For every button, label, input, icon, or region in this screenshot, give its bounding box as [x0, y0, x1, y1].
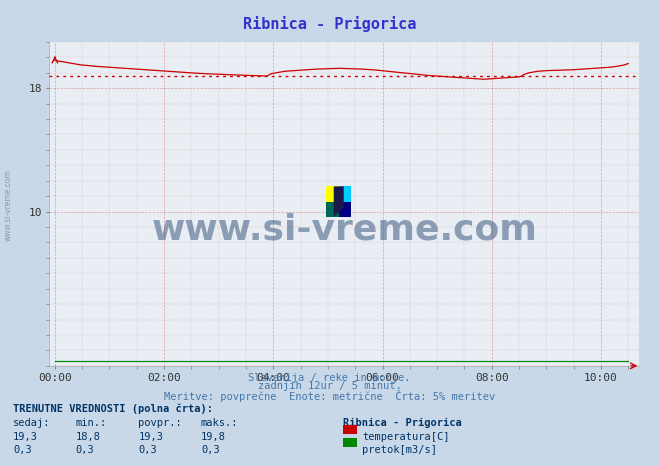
- Text: sedaj:: sedaj:: [13, 418, 51, 428]
- Text: pretok[m3/s]: pretok[m3/s]: [362, 445, 438, 455]
- Text: 18,8: 18,8: [76, 432, 101, 442]
- Text: Ribnica - Prigorica: Ribnica - Prigorica: [343, 418, 461, 428]
- Text: 0,3: 0,3: [138, 445, 157, 455]
- Text: Slovenija / reke in morje.: Slovenija / reke in morje.: [248, 373, 411, 383]
- Text: 19,8: 19,8: [201, 432, 226, 442]
- Text: maks.:: maks.:: [201, 418, 239, 428]
- Text: Meritve: povprečne  Enote: metrične  Črta: 5% meritev: Meritve: povprečne Enote: metrične Črta:…: [164, 390, 495, 402]
- Text: TRENUTNE VREDNOSTI (polna črta):: TRENUTNE VREDNOSTI (polna črta):: [13, 403, 213, 414]
- Text: povpr.:: povpr.:: [138, 418, 182, 428]
- Text: Ribnica - Prigorica: Ribnica - Prigorica: [243, 16, 416, 32]
- Text: 0,3: 0,3: [201, 445, 219, 455]
- Text: zadnjih 12ur / 5 minut.: zadnjih 12ur / 5 minut.: [258, 381, 401, 391]
- Text: 19,3: 19,3: [13, 432, 38, 442]
- Text: www.si-vreme.com: www.si-vreme.com: [152, 213, 537, 247]
- Text: temperatura[C]: temperatura[C]: [362, 432, 450, 442]
- Text: 0,3: 0,3: [13, 445, 32, 455]
- Text: 0,3: 0,3: [76, 445, 94, 455]
- Text: www.si-vreme.com: www.si-vreme.com: [3, 169, 13, 241]
- Text: 19,3: 19,3: [138, 432, 163, 442]
- Text: min.:: min.:: [76, 418, 107, 428]
